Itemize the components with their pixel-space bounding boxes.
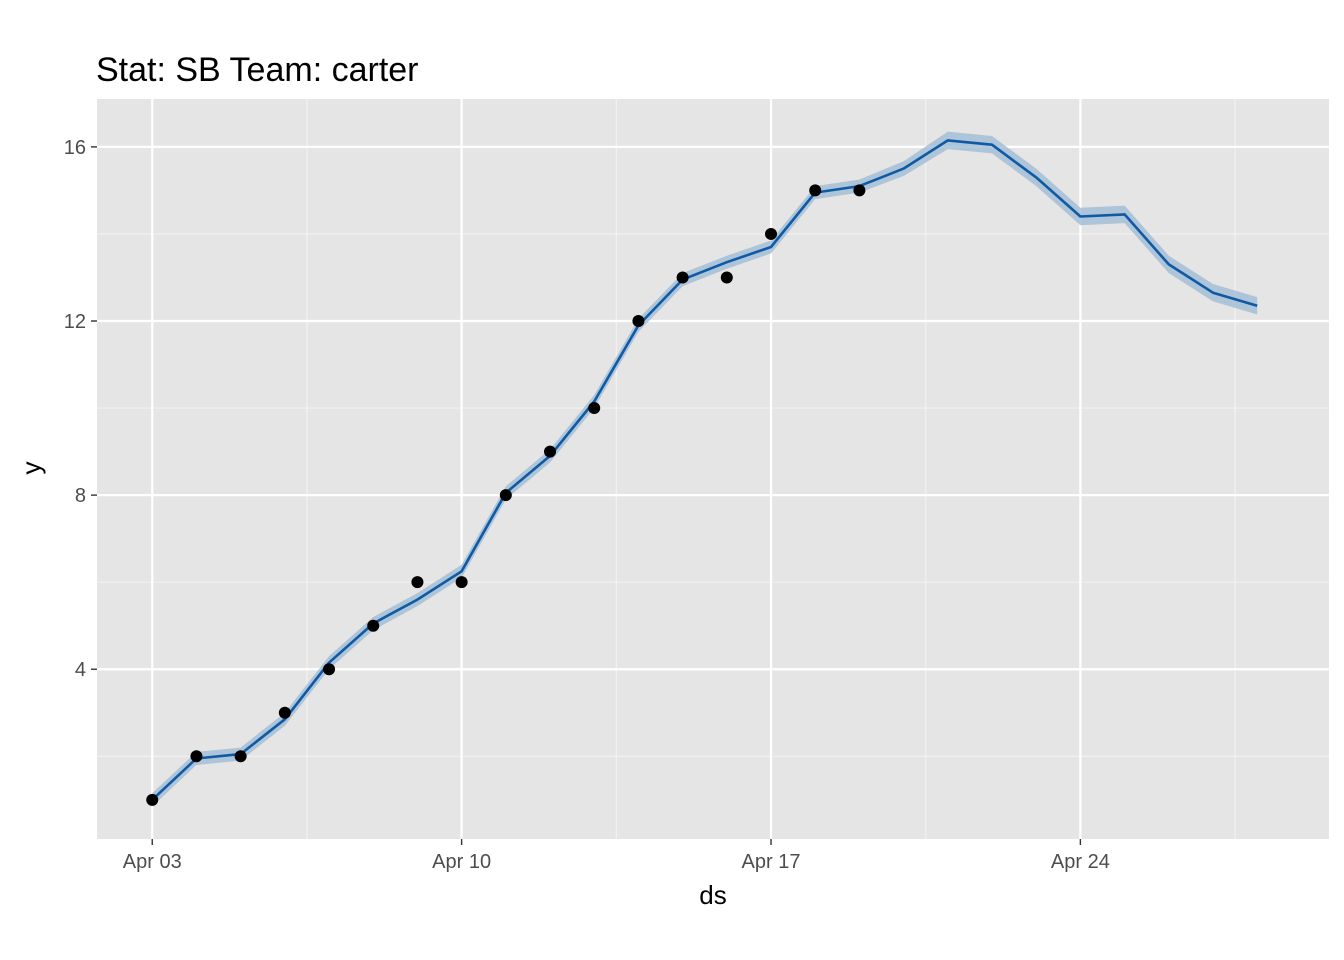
y-tick-label: 8 bbox=[75, 485, 86, 507]
chart-title: Stat: SB Team: carter bbox=[96, 51, 419, 89]
x-tick-label: Apr 17 bbox=[742, 851, 801, 873]
observed-point bbox=[367, 619, 380, 632]
observed-point bbox=[411, 576, 424, 589]
uncertainty-band-layer bbox=[152, 131, 1258, 807]
observed-point bbox=[146, 793, 159, 806]
x-axis: Apr 03 Apr 10 Apr 17 Apr 24 bbox=[123, 839, 1110, 873]
observed-point bbox=[765, 227, 778, 240]
observed-point bbox=[455, 576, 468, 589]
observed-point bbox=[278, 706, 291, 719]
y-axis: 4 8 12 16 bbox=[64, 137, 97, 681]
observed-point bbox=[676, 271, 689, 284]
observed-point bbox=[323, 663, 336, 676]
observed-point bbox=[853, 184, 866, 197]
forecast-line bbox=[151, 139, 1258, 801]
y-tick-label: 16 bbox=[64, 137, 86, 159]
uncertainty-band bbox=[152, 131, 1258, 807]
observed-point bbox=[632, 315, 645, 327]
y-axis-title: y bbox=[16, 462, 46, 475]
y-tick-label: 4 bbox=[75, 659, 86, 681]
y-tick-label: 12 bbox=[64, 311, 86, 333]
observed-point bbox=[544, 445, 557, 458]
observed-point bbox=[499, 489, 512, 502]
observed-points-layer bbox=[146, 184, 866, 806]
forecast-line-layer bbox=[151, 139, 1258, 801]
minor-gridlines bbox=[97, 99, 1329, 839]
x-tick-label: Apr 10 bbox=[432, 851, 491, 873]
x-axis-title: ds bbox=[699, 880, 726, 910]
observed-point bbox=[190, 750, 203, 763]
x-tick-label: Apr 03 bbox=[123, 851, 182, 873]
observed-point bbox=[588, 402, 601, 415]
observed-point bbox=[720, 271, 733, 284]
x-tick-label: Apr 24 bbox=[1051, 851, 1110, 873]
observed-point bbox=[809, 184, 822, 197]
observed-point bbox=[234, 750, 247, 763]
major-gridlines bbox=[97, 99, 1329, 839]
